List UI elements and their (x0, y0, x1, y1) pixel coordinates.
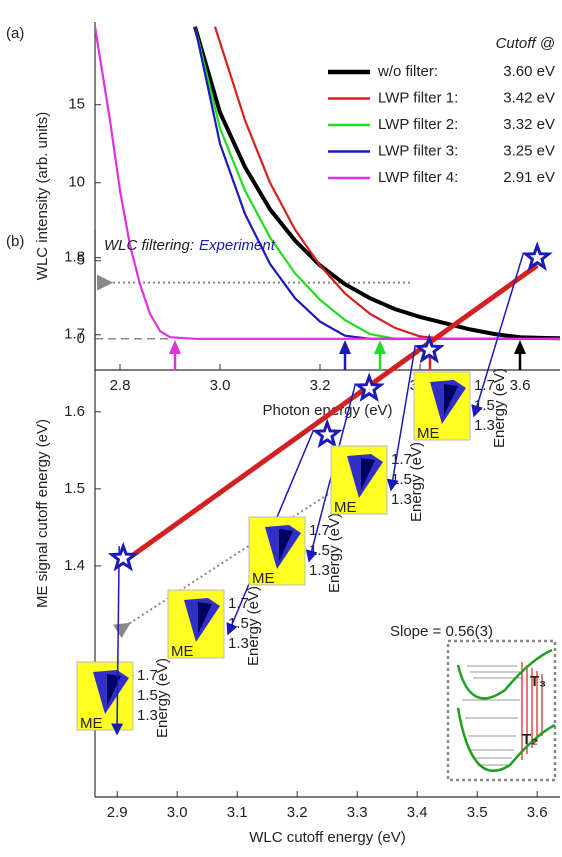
x-tick-label: 3.5 (467, 804, 488, 821)
inset-signal-core (361, 458, 375, 490)
inset-label: ME (252, 570, 275, 587)
potential (456, 707, 556, 772)
inset-tick-label: 1.3 (137, 707, 158, 724)
inset-arrow (111, 546, 124, 736)
inset-label: ME (334, 499, 357, 516)
data-star (107, 541, 139, 572)
cutoff-arrow-head (514, 340, 526, 354)
y-tick-label: 5 (77, 252, 85, 269)
legend-label: LWP filter 1: (378, 89, 458, 106)
x-axis-title: WLC cutoff energy (eV) (249, 829, 405, 846)
potential (456, 648, 553, 700)
inset-arrow (471, 253, 524, 418)
inset-tick-label: 1.3 (228, 635, 249, 652)
y-tick-label: 1.5 (64, 480, 85, 497)
x-tick-label: 3.4 (407, 804, 428, 821)
y-tick-label: 10 (68, 174, 85, 191)
x-tick-label: 3.2 (287, 804, 308, 821)
data-star (413, 333, 445, 364)
x-tick-label: 2.8 (110, 377, 131, 394)
inset-label: ME (80, 715, 103, 732)
inset-tick-label: 1.3 (309, 562, 330, 579)
inset-arrow (386, 346, 416, 492)
legend-cutoff: 3.60 eV (503, 63, 555, 80)
fit-line (121, 263, 539, 565)
legend-label: LWP filter 2: (378, 116, 458, 133)
title-text: WLC filtering: (104, 237, 194, 254)
x-tick-label: 3.1 (227, 804, 248, 821)
panel-label: (a) (6, 25, 24, 42)
inset-axis-title: Energy (eV) (245, 586, 262, 666)
cutoff-arrow-head (339, 340, 351, 354)
panel-title: WLC filtering: Experiment (104, 237, 276, 254)
cutoff-arrow-head (169, 340, 181, 354)
guide-arrow (112, 466, 371, 639)
inset-tick-label: 1.7 (309, 522, 330, 539)
x-tick-label: 3.6 (527, 804, 548, 821)
x-tick-label: 3.0 (210, 377, 231, 394)
y-tick-label: 1.6 (64, 403, 85, 420)
panel-label: (b) (6, 233, 24, 250)
inset-tick-label: 1.7 (228, 595, 249, 612)
x-tick-label: 3.6 (510, 377, 531, 394)
y-tick-label: 15 (68, 96, 85, 113)
legend-label: LWP filter 4: (378, 169, 458, 186)
inset-tick-label: 1.7 (474, 377, 495, 394)
x-tick-label: 3.0 (167, 804, 188, 821)
inset-label: ME (171, 643, 194, 660)
inset-tick-label: 1.3 (391, 491, 412, 508)
plot-area (95, 26, 560, 341)
inset-signal-core (444, 384, 458, 416)
legend-cutoff: 3.25 eV (503, 142, 555, 159)
inset-tick-label: 1.5 (137, 687, 158, 704)
x-tick-label: 3.2 (310, 377, 331, 394)
inset-label: ME (417, 425, 440, 442)
y-tick-label: 1.7 (64, 326, 85, 343)
y-axis-title: WLC intensity (arb. units) (34, 112, 51, 280)
x-axis-title: Photon energy (eV) (262, 402, 392, 419)
inset-tick-label: 1.7 (137, 667, 158, 684)
inset-axis-title: Energy (eV) (154, 658, 171, 738)
x-tick-label: 2.9 (107, 804, 128, 821)
curve (193, 26, 560, 341)
legend-cutoff: 3.32 eV (503, 116, 555, 133)
legend-label: w/o filter: (377, 63, 438, 80)
diagram-label: T₂ (522, 731, 538, 748)
diagram-box (446, 639, 557, 782)
y-axis-title: ME signal cutoff energy (eV) (34, 419, 51, 608)
legend-cutoff: 3.42 eV (503, 89, 555, 106)
inset-tick-label: 1.3 (474, 417, 495, 434)
legend-cutoff: 2.91 eV (503, 169, 555, 186)
inset-axis-title: Energy (eV) (326, 513, 343, 593)
x-tick-label: 3.3 (347, 804, 368, 821)
legend-label: LWP filter 3: (378, 142, 458, 159)
curve (213, 26, 560, 340)
y-tick-label: 1.4 (64, 557, 85, 574)
inset-signal-core (279, 529, 293, 561)
y-tick-label: 1.8 (64, 249, 85, 266)
y-tick-label: 0 (77, 330, 85, 347)
legend-title: Cutoff @ (496, 35, 555, 52)
curve (193, 26, 560, 340)
inset-axis-title: Energy (eV) (408, 442, 425, 522)
data-star (521, 241, 553, 271)
cutoff-arrow-head (374, 340, 386, 354)
inset-signal-core (198, 602, 212, 634)
inset-axis-title: Energy (eV) (491, 368, 508, 448)
title-highlight: Experiment (199, 237, 276, 254)
diagram-label: T₃ (530, 673, 546, 690)
data-star (311, 418, 343, 449)
curve (95, 26, 560, 340)
data-star (353, 372, 385, 402)
slope-annotation: Slope = 0.56(3) (390, 623, 493, 640)
